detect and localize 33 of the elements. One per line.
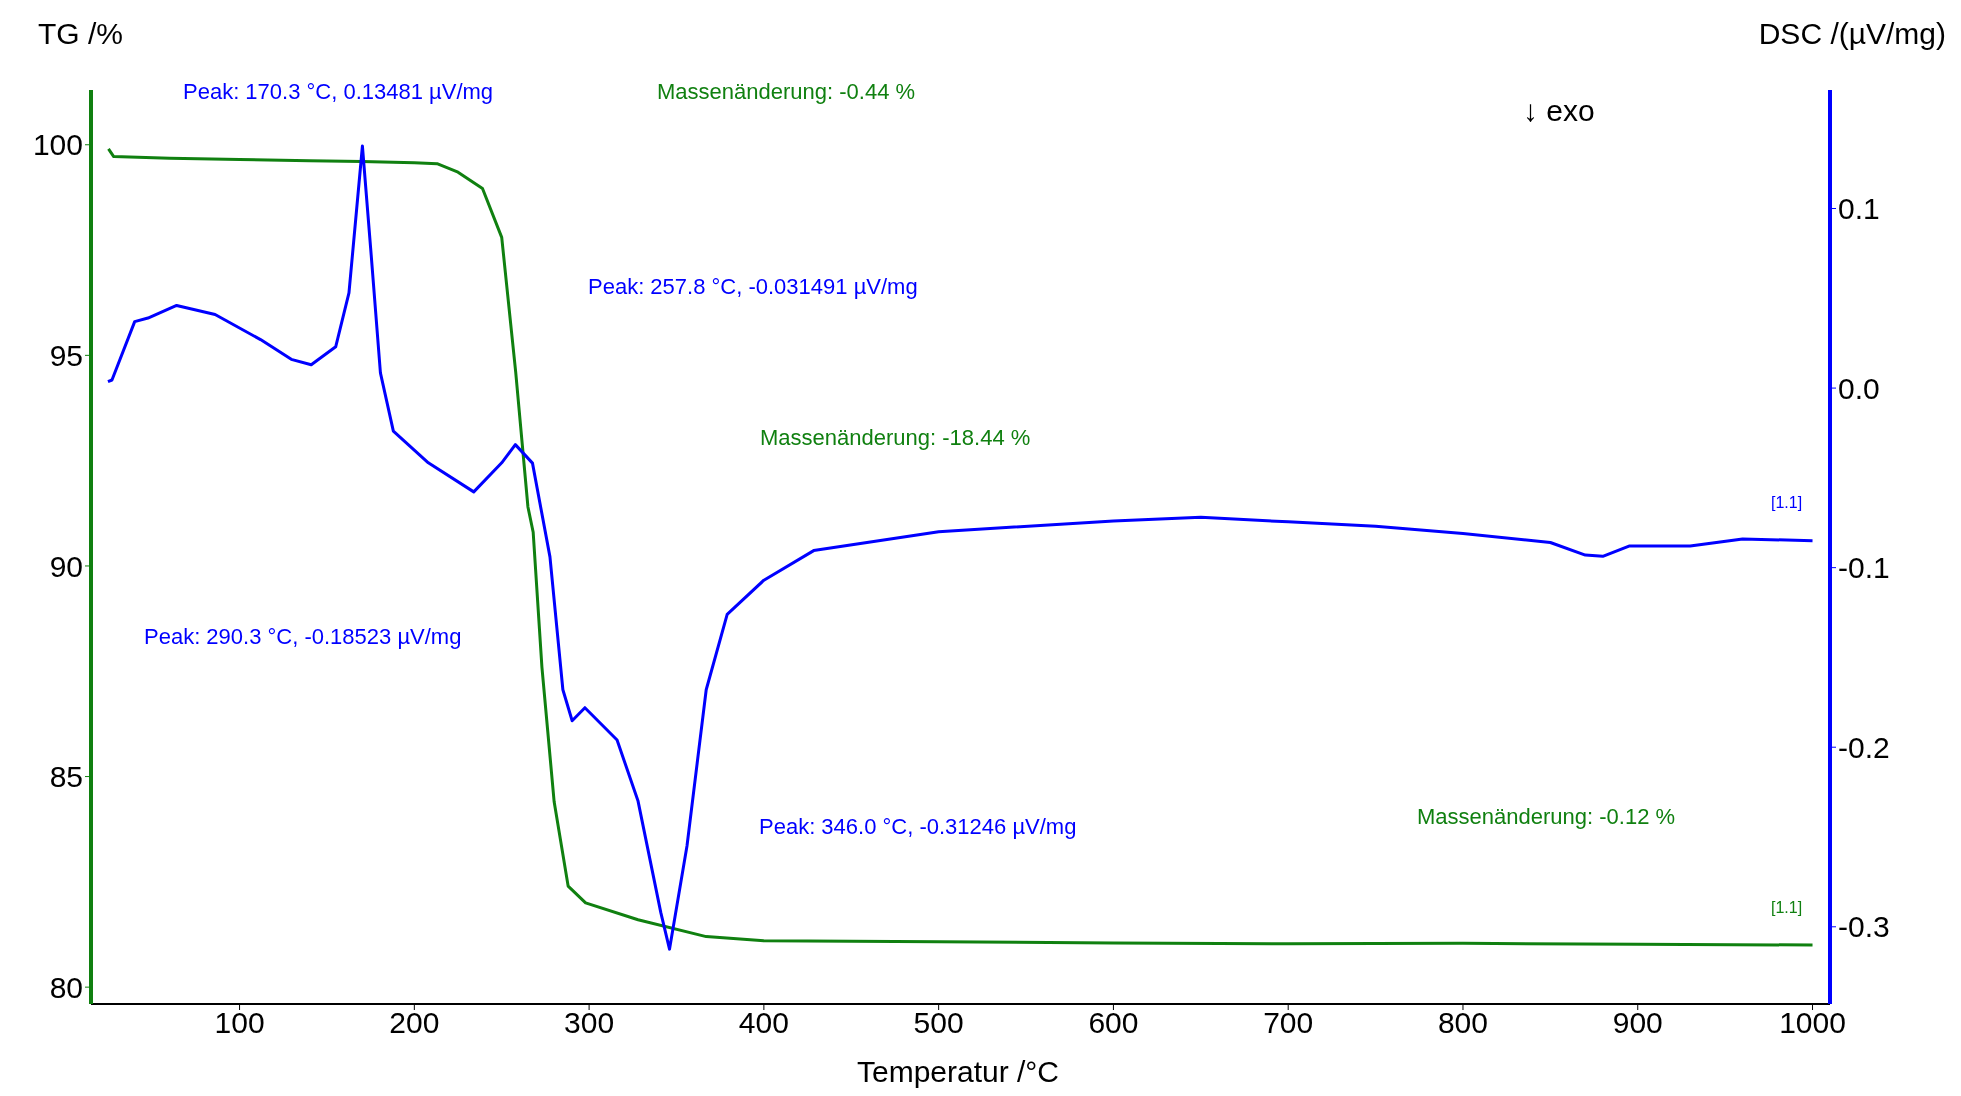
x-tick-label: 800 — [1437, 1006, 1489, 1040]
y-tick-label: 80 — [49, 970, 83, 1004]
x-tick-label: 900 — [1612, 1006, 1663, 1040]
annotation: Massenänderung: -0.12 % — [1417, 804, 1676, 829]
y2-tick-label: 0.1 — [1838, 192, 1880, 226]
x-tick-label: 100 — [214, 1006, 265, 1040]
x-tick-label: 200 — [389, 1006, 440, 1040]
annotation: Massenänderung: -18.44 % — [760, 425, 1031, 450]
x-tick-label: 1000 — [1779, 1006, 1846, 1040]
annotation: Peak: 170.3 °C, 0.13481 µV/mg — [183, 79, 494, 104]
y-axis-title: TG /% — [38, 17, 124, 50]
annotation: Peak: 257.8 °C, -0.031491 µV/mg — [588, 274, 918, 299]
y2-tick-label: -0.1 — [1838, 551, 1890, 585]
y-tick-label: 90 — [49, 549, 83, 583]
y-tick-label: 85 — [49, 760, 83, 794]
x-tick-label: 600 — [1088, 1006, 1139, 1040]
x-tick-label: 700 — [1263, 1006, 1314, 1040]
y2-tick-label: 0.0 — [1838, 371, 1880, 405]
y-tick-label: 100 — [32, 128, 83, 162]
y2-tick-label: -0.3 — [1838, 910, 1890, 944]
annotation: [1.1] — [1771, 899, 1803, 916]
x-axis-title: Temperatur /°C — [856, 1055, 1060, 1088]
annotation: [1.1] — [1771, 494, 1803, 511]
annotation: Peak: 290.3 °C, -0.18523 µV/mg — [144, 624, 462, 649]
x-tick-label: 500 — [913, 1006, 964, 1040]
y-tick-label: 95 — [49, 339, 83, 372]
x-tick-label: 300 — [564, 1006, 615, 1040]
x-tick-label: 400 — [738, 1006, 789, 1040]
annotation: Massenänderung: -0.44 % — [657, 79, 916, 104]
annotation: ↓ exo — [1523, 94, 1595, 127]
annotation: Peak: 346.0 °C, -0.31246 µV/mg — [759, 814, 1077, 839]
y2-axis-title: DSC /(µV/mg) — [1758, 17, 1946, 50]
y2-tick-label: -0.2 — [1838, 730, 1890, 764]
